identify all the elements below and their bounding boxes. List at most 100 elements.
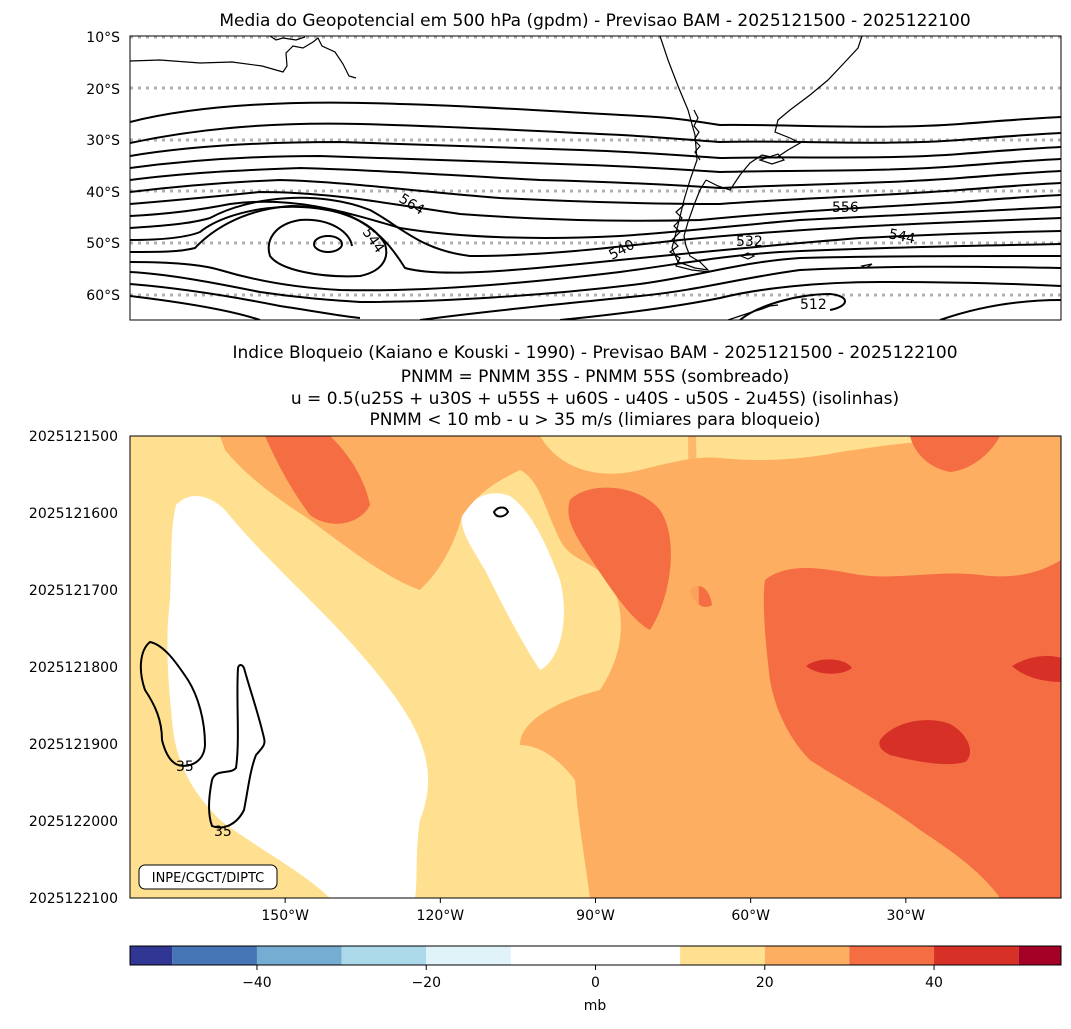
colorbar <box>130 946 1061 965</box>
bottom-title: Indice Bloqueio (Kaiano e Kouski - 1990)… <box>232 343 957 430</box>
shade-below-10 <box>461 493 564 670</box>
shade-stripe <box>688 436 701 898</box>
bottom-ytick-label: 2025122000 <box>29 814 118 830</box>
contour-label: 544 <box>887 226 917 247</box>
geopotential-contours <box>130 101 1061 320</box>
isoline-label: 35 <box>214 824 232 840</box>
contour-line <box>130 205 1061 274</box>
colorbar-segment <box>680 946 765 965</box>
contour-line <box>939 299 1061 320</box>
shade-40-50 <box>806 659 852 674</box>
contour-line <box>130 190 1061 222</box>
hovmoller-plot: 35 35 INPE/CGCT/DIPTC <box>130 436 1061 898</box>
coast-australia <box>130 37 357 79</box>
colorbar-segment <box>426 946 511 965</box>
contour-line <box>419 265 1061 320</box>
xtick-label: 120°W <box>417 908 465 924</box>
coast-south-america-east <box>705 36 863 191</box>
colorbar-segment <box>764 946 850 965</box>
contour-line <box>130 122 1061 144</box>
coast-small-1 <box>758 153 786 165</box>
contour-line <box>130 101 1061 128</box>
contour-line <box>130 154 1061 174</box>
colorbar-segment <box>849 946 935 965</box>
contour-line <box>130 196 1061 258</box>
colorbar-ticks: −40 −20 0 20 40 <box>242 965 943 991</box>
contour-label: 544 <box>359 225 387 256</box>
top-ytick-label: 60°S <box>86 288 120 304</box>
top-ytick-label: 40°S <box>86 185 120 201</box>
shade-below-10 <box>167 495 429 898</box>
colorbar-segment <box>172 946 257 965</box>
contour-line <box>130 140 1061 160</box>
bottom-title-line: PNMM = PNMM 35S - PNMM 55S (sombreado) <box>401 367 790 387</box>
colorbar-label: mb <box>584 998 607 1014</box>
isoline-small-loop <box>492 506 510 518</box>
colorbar-segment <box>130 946 173 965</box>
bottom-ytick-label: 2025122100 <box>29 891 118 907</box>
bottom-ytick-label: 2025121900 <box>29 737 118 753</box>
credit-badge: INPE/CGCT/DIPTC <box>152 871 264 886</box>
contour-label: 556 <box>832 200 859 216</box>
contour-label: 564 <box>396 191 427 219</box>
shade-30-40 <box>265 436 370 524</box>
xtick-label: 90°W <box>576 908 615 924</box>
colorbar-segment <box>256 946 342 965</box>
bottom-ytick-label: 2025121800 <box>29 660 118 676</box>
contour-label: 532 <box>736 234 763 250</box>
contour-low-center <box>313 235 343 253</box>
top-y-axis: 10°S 20°S 30°S 40°S 50°S 60°S <box>86 30 120 304</box>
colorbar-tick-label: −40 <box>242 975 272 991</box>
isoline-label: 35 <box>176 759 194 775</box>
bottom-ytick-label: 2025121600 <box>29 506 118 522</box>
credit-badge-box <box>138 864 278 890</box>
colorbar-tick-label: 20 <box>756 975 774 991</box>
colorbar-tick-label: −20 <box>411 975 441 991</box>
xtick-label: 150°W <box>261 908 309 924</box>
contour-line <box>130 178 1061 206</box>
shade-30-40 <box>568 487 671 630</box>
u-isolines <box>139 506 510 829</box>
coastlines <box>130 36 873 320</box>
contour-line <box>130 200 1061 239</box>
contour-line <box>130 166 1061 190</box>
coast-falklands <box>739 252 756 260</box>
bottom-ytick-label: 2025121500 <box>29 429 118 445</box>
shade-40-50 <box>879 720 970 765</box>
bottom-title-line: u = 0.5(u25S + u30S + u55S + u60S - u40S… <box>291 389 899 409</box>
contour-line <box>130 255 1061 304</box>
xtick-label: 60°W <box>731 908 770 924</box>
contour-label: 512 <box>800 297 827 313</box>
top-ytick-label: 10°S <box>86 30 120 46</box>
colorbar-segment <box>1018 946 1061 965</box>
coast-south-america-west <box>659 36 710 271</box>
bottom-x-axis: 150°W 120°W 90°W 60°W 30°W <box>261 898 925 924</box>
contour-line <box>130 295 261 320</box>
top-ytick-label: 30°S <box>86 133 120 149</box>
top-ytick-label: 50°S <box>86 236 120 252</box>
bottom-title-line: PNMM < 10 mb - u > 35 m/s (limiares para… <box>370 410 821 430</box>
xtick-label: 30°W <box>886 908 925 924</box>
colorbar-segment <box>341 946 427 965</box>
contour-line <box>130 204 388 278</box>
coast-andes-detail <box>693 109 701 161</box>
bottom-ytick-label: 2025121700 <box>29 583 118 599</box>
contour-line <box>130 243 1061 292</box>
colorbar-segment <box>934 946 1019 965</box>
lat-gridlines <box>130 36 1061 297</box>
shade-30-40 <box>910 436 1000 472</box>
top-ytick-label: 20°S <box>86 82 120 98</box>
contour-line <box>559 280 1061 320</box>
top-axes-frame <box>129 35 1062 321</box>
bottom-y-axis: 2025121500 2025121600 2025121700 2025121… <box>29 429 118 907</box>
colorbar-tick-label: 0 <box>591 975 600 991</box>
top-map: 564 556 544 544 540 532 512 <box>130 36 1061 320</box>
coast-australia-north <box>269 36 306 41</box>
shade-40-50 <box>1012 655 1061 682</box>
contour-line <box>739 292 846 320</box>
bottom-title-line: Indice Bloqueio (Kaiano e Kouski - 1990)… <box>232 343 957 363</box>
isoline-35 <box>208 664 266 829</box>
colorbar-tick-label: 40 <box>925 975 943 991</box>
isoline-35 <box>139 640 207 767</box>
